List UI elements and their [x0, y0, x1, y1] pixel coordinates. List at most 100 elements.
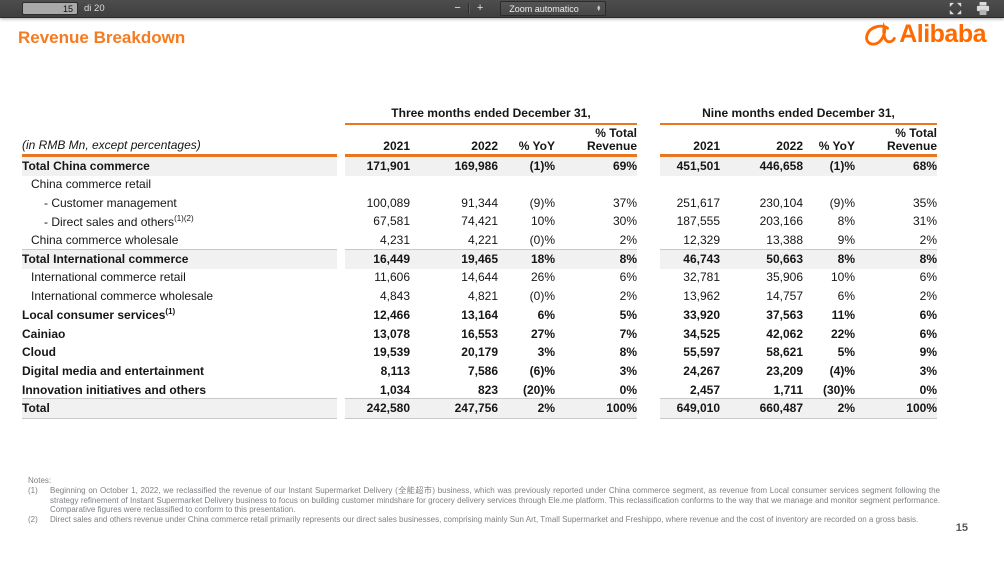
value-cell: 4,231	[379, 233, 410, 248]
value-cell: 27%	[530, 326, 555, 341]
value-cell: 446,658	[759, 159, 803, 174]
value-cell: (1)%	[529, 159, 555, 174]
zoom-in-button[interactable]: +	[470, 2, 490, 15]
three-month-values: 100,089 91,344 (9)% 37%	[345, 193, 637, 212]
revenue-table: Three months ended December 31, Nine mon…	[22, 106, 937, 419]
value-cell: 2%	[619, 233, 637, 248]
value-cell: 13,164	[461, 307, 498, 322]
value-cell: 11%	[831, 307, 855, 322]
table-row: Digital media and entertainment 8,113 7,58…	[22, 362, 937, 381]
value-cell: (0)%	[529, 289, 555, 304]
zoom-level-select[interactable]: Zoom automatico ▲ ▼	[500, 1, 607, 16]
nine-month-values: 187,555 203,166 8% 31%	[660, 212, 937, 231]
three-month-values	[345, 175, 637, 194]
value-cell: 8%	[837, 214, 855, 229]
value-cell: 100,089	[366, 195, 410, 210]
table-row: Total 242,580 247,756 2% 100% 649,010 660,487 2…	[22, 397, 937, 419]
three-month-values: 13,078 16,553 27% 7%	[345, 324, 637, 343]
column-header: 2022	[776, 138, 803, 153]
three-month-values: 8,113 7,586 (6)% 3%	[345, 362, 637, 381]
zoom-level-value: Zoom automatico	[509, 3, 579, 14]
value-cell: (30)%	[822, 382, 855, 397]
value-cell: 14,757	[766, 289, 803, 304]
value-cell: 6%	[919, 270, 937, 285]
value-cell: 4,221	[467, 233, 498, 248]
value-cell: (9)%	[529, 195, 555, 210]
fullscreen-icon[interactable]	[949, 2, 962, 15]
value-cell: 50,663	[766, 252, 803, 267]
slide-title: Revenue Breakdown	[18, 28, 186, 47]
value-cell: 0%	[919, 382, 937, 397]
value-cell: 247,756	[454, 401, 498, 416]
value-cell: 19,465	[461, 252, 498, 267]
alibaba-logo-text: Alibaba	[899, 20, 986, 48]
value-cell: 251,617	[676, 195, 720, 210]
table-row: International commerce wholesale 4,843 4,8…	[22, 287, 937, 306]
value-cell: 13,962	[683, 289, 720, 304]
slide-page-number: 15	[955, 522, 968, 534]
column-header: 2022	[471, 138, 498, 153]
value-cell: 68%	[912, 159, 937, 174]
value-cell: 8%	[837, 252, 855, 267]
notes-section: Notes: (1) Beginning on October 1, 2022, …	[28, 476, 940, 525]
value-cell: 13,078	[373, 326, 410, 341]
note-item: (1) Beginning on October 1, 2022, we recl…	[28, 486, 940, 515]
value-cell: (9)%	[829, 195, 855, 210]
row-label: China commerce retail	[31, 177, 152, 192]
nine-month-values: 33,920 37,563 11% 6%	[660, 306, 937, 325]
value-cell: 6%	[837, 289, 855, 304]
row-label: Digital media and entertainment	[22, 363, 205, 378]
value-cell: 16,553	[461, 326, 498, 341]
value-cell: 32,781	[683, 270, 720, 285]
value-cell: 4,821	[467, 289, 498, 304]
column-header: % YoY	[518, 138, 555, 153]
value-cell: 203,166	[759, 214, 803, 229]
print-icon[interactable]	[976, 2, 990, 15]
value-cell: 242,580	[366, 401, 410, 416]
value-cell: 7%	[619, 326, 637, 341]
table-row: China commerce wholesale 4,231 4,221 (0)% 2%…	[22, 231, 937, 250]
note-text: Beginning on October 1, 2022, we reclass…	[50, 485, 940, 515]
three-month-values: 1,034 823 (20)% 0%	[345, 380, 637, 399]
value-cell: 8%	[619, 345, 637, 360]
notes-list: (1) Beginning on October 1, 2022, we recl…	[28, 486, 940, 525]
value-cell: 12,329	[683, 233, 720, 248]
column-headers-three-months: 2021 2022 % YoY % Total Revenue	[345, 127, 637, 156]
nine-month-values: 2,457 1,711 (30)% 0%	[660, 380, 937, 399]
value-cell: 37,563	[766, 307, 803, 322]
select-arrows-icon: ▲ ▼	[596, 3, 602, 13]
table-body: Total China commerce 171,901 169,986 (1)% 69…	[22, 155, 937, 419]
table-row: Cloud 19,539 20,179 3% 8% 55,597 58,621 5% 9%	[22, 343, 937, 362]
value-cell: 23,209	[766, 363, 803, 378]
value-cell: 55,597	[683, 345, 720, 360]
value-cell: 35,906	[766, 270, 803, 285]
alibaba-smile-icon	[862, 21, 896, 48]
value-cell: 100%	[906, 401, 937, 416]
table-row: Cainiao 13,078 16,553 27% 7% 34,525 42,062 22% 6…	[22, 324, 937, 343]
row-label: Cainiao	[22, 326, 66, 341]
value-cell: 11,606	[374, 270, 410, 285]
value-cell: 58,621	[766, 345, 803, 360]
value-cell: 24,267	[683, 363, 720, 378]
page-number-input[interactable]	[22, 2, 78, 15]
row-label: Local consumer services(1)	[22, 307, 176, 323]
value-cell: 823	[477, 382, 498, 397]
value-cell: 7,586	[467, 363, 498, 378]
value-cell: 3%	[919, 363, 937, 378]
zoom-out-button[interactable]: −	[447, 2, 467, 15]
value-cell: 74,421	[461, 214, 498, 229]
value-cell: 2%	[619, 289, 637, 304]
column-header: % YoY	[818, 138, 855, 153]
value-cell: 187,555	[676, 214, 720, 229]
value-cell: 2%	[837, 401, 855, 416]
value-cell: 91,344	[461, 195, 498, 210]
table-row: Total International commerce 16,449 19,465…	[22, 248, 937, 269]
row-label: International commerce wholesale	[31, 289, 214, 304]
table-row: International commerce retail 11,606 14,64…	[22, 268, 937, 287]
value-cell: (6)%	[529, 363, 555, 378]
three-month-values: 4,231 4,221 (0)% 2%	[345, 231, 637, 250]
toolbar-divider	[467, 3, 470, 14]
value-cell: 2,457	[689, 382, 720, 397]
nine-month-values: 34,525 42,062 22% 6%	[660, 324, 937, 343]
table-row: Local consumer services(1) 12,466 13,164 6%…	[22, 306, 937, 325]
